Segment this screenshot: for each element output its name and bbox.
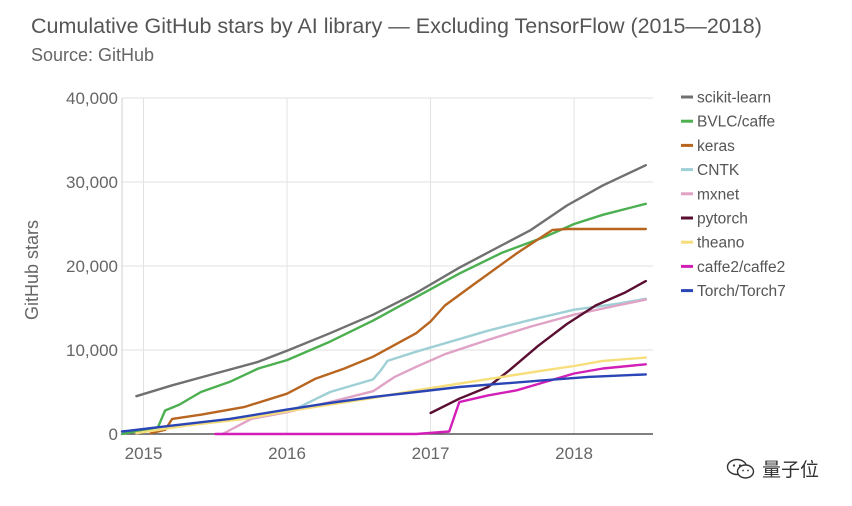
x-tick-label: 2015 (125, 444, 163, 463)
x-tick-label: 2017 (412, 444, 450, 463)
legend-label: keras (697, 138, 735, 155)
y-tick-label: 40,000 (66, 89, 118, 108)
series-line-scikit-learn (135, 163, 647, 398)
legend-item: caffe2/caffe2 (681, 259, 785, 276)
legend-label: pytorch (697, 211, 748, 228)
legend-label: BVLC/caffe (697, 114, 775, 131)
y-tick-label: 10,000 (66, 341, 118, 360)
series-line-torch-torch7 (120, 373, 647, 433)
wechat-icon (726, 458, 755, 479)
x-tick-label: 2016 (268, 444, 306, 463)
legend-label: scikit-learn (697, 90, 771, 107)
series-line-keras (149, 227, 647, 435)
series-line-cntk (293, 297, 647, 411)
legend: scikit-learn BVLC/caffe keras CNTK mxnet pyto… (681, 90, 786, 300)
legend-item: Torch/Torch7 (681, 283, 786, 300)
series-line-theano (135, 356, 647, 435)
chart-subtitle: Source: GitHub (31, 45, 155, 65)
series-line-mxnet (221, 298, 647, 436)
legend-item: scikit-learn (681, 90, 771, 107)
legend-item: BVLC/caffe (681, 114, 775, 131)
legend-item: keras (681, 138, 735, 155)
legend-item: CNTK (681, 162, 740, 179)
y-tick-label: 20,000 (66, 257, 118, 276)
series-line-caffe2-caffe2 (214, 363, 647, 436)
y-axis-label: GitHub stars (22, 220, 42, 320)
legend-label: theano (697, 235, 744, 252)
chart-title: Cumulative GitHub stars by AI library — … (31, 14, 762, 38)
watermark: 量子位 (726, 455, 819, 482)
series-line-pytorch (429, 279, 647, 415)
watermark-text: 量子位 (762, 460, 820, 481)
legend-label: mxnet (697, 186, 740, 203)
x-tick-label: 2018 (555, 444, 593, 463)
legend-item: mxnet (681, 186, 740, 203)
series-line-bvlc-caffe (120, 202, 647, 436)
axes: 0 10,000 20,000 30,000 40,000 2015 2016 2017 201… (66, 89, 653, 463)
legend-label: CNTK (697, 162, 740, 179)
legend-label: Torch/Torch7 (697, 283, 786, 300)
grid-lines (122, 97, 653, 434)
legend-item: pytorch (681, 211, 748, 228)
y-tick-label: 0 (109, 425, 118, 444)
series-lines (120, 163, 647, 436)
legend-label: caffe2/caffe2 (697, 259, 785, 276)
y-tick-label: 30,000 (66, 173, 118, 192)
legend-item: theano (681, 235, 744, 252)
